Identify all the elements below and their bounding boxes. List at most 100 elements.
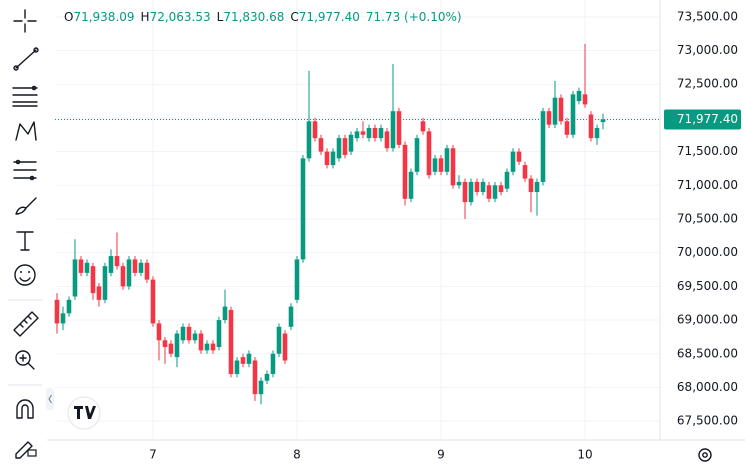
settings-button[interactable] (698, 448, 712, 462)
emoji-tool[interactable] (14, 264, 36, 286)
candle-body (366, 128, 372, 139)
candle-body (462, 181, 468, 203)
crosshair-tool[interactable] (13, 9, 37, 33)
candle-body (120, 266, 126, 287)
candle-body (252, 360, 258, 395)
y-tick-label: 68,000.00 (677, 380, 738, 394)
pattern-tool[interactable] (15, 121, 37, 141)
x-tick-label: 10 (577, 448, 592, 462)
candle-body (576, 90, 582, 102)
x-tick-label: 9 (437, 448, 445, 462)
candle-body (330, 151, 336, 166)
y-tick-label: 73,500.00 (677, 9, 738, 23)
candle-body (588, 114, 594, 139)
candle-body (138, 262, 144, 273)
candle-body (156, 323, 162, 341)
legend-text: O (64, 10, 73, 24)
candle-body (324, 151, 330, 166)
candle-body (132, 259, 138, 273)
toolbar (8, 9, 54, 459)
candle-body (582, 94, 588, 105)
candle-body (516, 151, 522, 162)
candle-body (84, 262, 90, 273)
candle-body (408, 171, 414, 199)
candle-body (384, 131, 390, 149)
zoom-tool[interactable] (15, 350, 35, 370)
candle-body (444, 148, 450, 172)
candle-body (498, 185, 504, 193)
candle-body (240, 357, 246, 364)
candle-body (282, 333, 288, 361)
candle-body (276, 326, 282, 354)
candle-body (336, 138, 342, 159)
candle-body (426, 131, 432, 176)
candle-body (198, 333, 204, 351)
y-tick-label: 71,500.00 (677, 144, 738, 158)
candle-body (480, 181, 486, 193)
candle-body (354, 131, 360, 139)
candle-body (528, 178, 534, 193)
legend-text: 72,063.53 (150, 10, 211, 24)
candle-body (78, 259, 84, 273)
candle-body (288, 306, 294, 327)
candle-body (306, 121, 312, 159)
y-tick-label: 72,500.00 (677, 77, 738, 91)
magnet-tool[interactable] (16, 399, 34, 419)
candle-body (108, 256, 114, 273)
candle-body (420, 121, 426, 132)
candle-body (234, 360, 240, 374)
ruler-tool[interactable] (13, 311, 39, 337)
candle-body (216, 320, 222, 348)
candle-body (174, 333, 180, 358)
candle-body (342, 138, 348, 155)
text-tool[interactable] (16, 231, 34, 251)
x-tick-label: 7 (149, 448, 157, 462)
y-tick-label: 71,000.00 (677, 178, 738, 192)
candle-body (114, 256, 120, 267)
candle-body (534, 181, 540, 193)
candle-body (204, 343, 210, 351)
candle-body (402, 144, 408, 199)
candle-body (318, 138, 324, 152)
candle-body (510, 151, 516, 172)
last-price-tag (664, 109, 741, 130)
y-tick-label: 68,500.00 (677, 346, 738, 360)
candle-body (540, 111, 546, 182)
y-tick-label: 69,000.00 (677, 313, 738, 327)
candle-body (348, 134, 354, 152)
candle-body (264, 373, 270, 381)
last-price-label: 71,977.40 (677, 112, 738, 126)
candle-body (414, 138, 420, 172)
lock-draw-tool[interactable] (15, 441, 37, 459)
fib-tool[interactable] (12, 85, 38, 107)
y-tick-label: 73,000.00 (677, 43, 738, 57)
candle-body (390, 111, 396, 149)
brush-tool[interactable] (15, 197, 37, 215)
y-tick-label: 70,000.00 (677, 245, 738, 259)
collapse-toolbar[interactable] (46, 388, 54, 410)
legend-text: 71,938.09 (73, 10, 134, 24)
candle-body (312, 121, 318, 139)
candle-body (564, 121, 570, 135)
candle-body (54, 299, 60, 324)
candle-body (66, 299, 72, 314)
candle-body (162, 340, 168, 348)
candle-body (474, 181, 480, 193)
candle-body (270, 353, 276, 374)
candle-body (168, 343, 174, 354)
prediction-tool[interactable] (13, 159, 37, 181)
grid (55, 0, 660, 440)
candle-body (360, 131, 366, 135)
legend-text: L (217, 10, 224, 24)
candle-body (552, 97, 558, 125)
candle-body (60, 313, 66, 324)
trendline-tool[interactable] (13, 47, 39, 71)
candle-body (126, 259, 132, 287)
tradingview-logo (67, 396, 101, 430)
candle-body (396, 111, 402, 145)
candle-body (570, 94, 576, 135)
candle-body (558, 97, 564, 122)
legend-text: 71,830.68 (223, 10, 284, 24)
